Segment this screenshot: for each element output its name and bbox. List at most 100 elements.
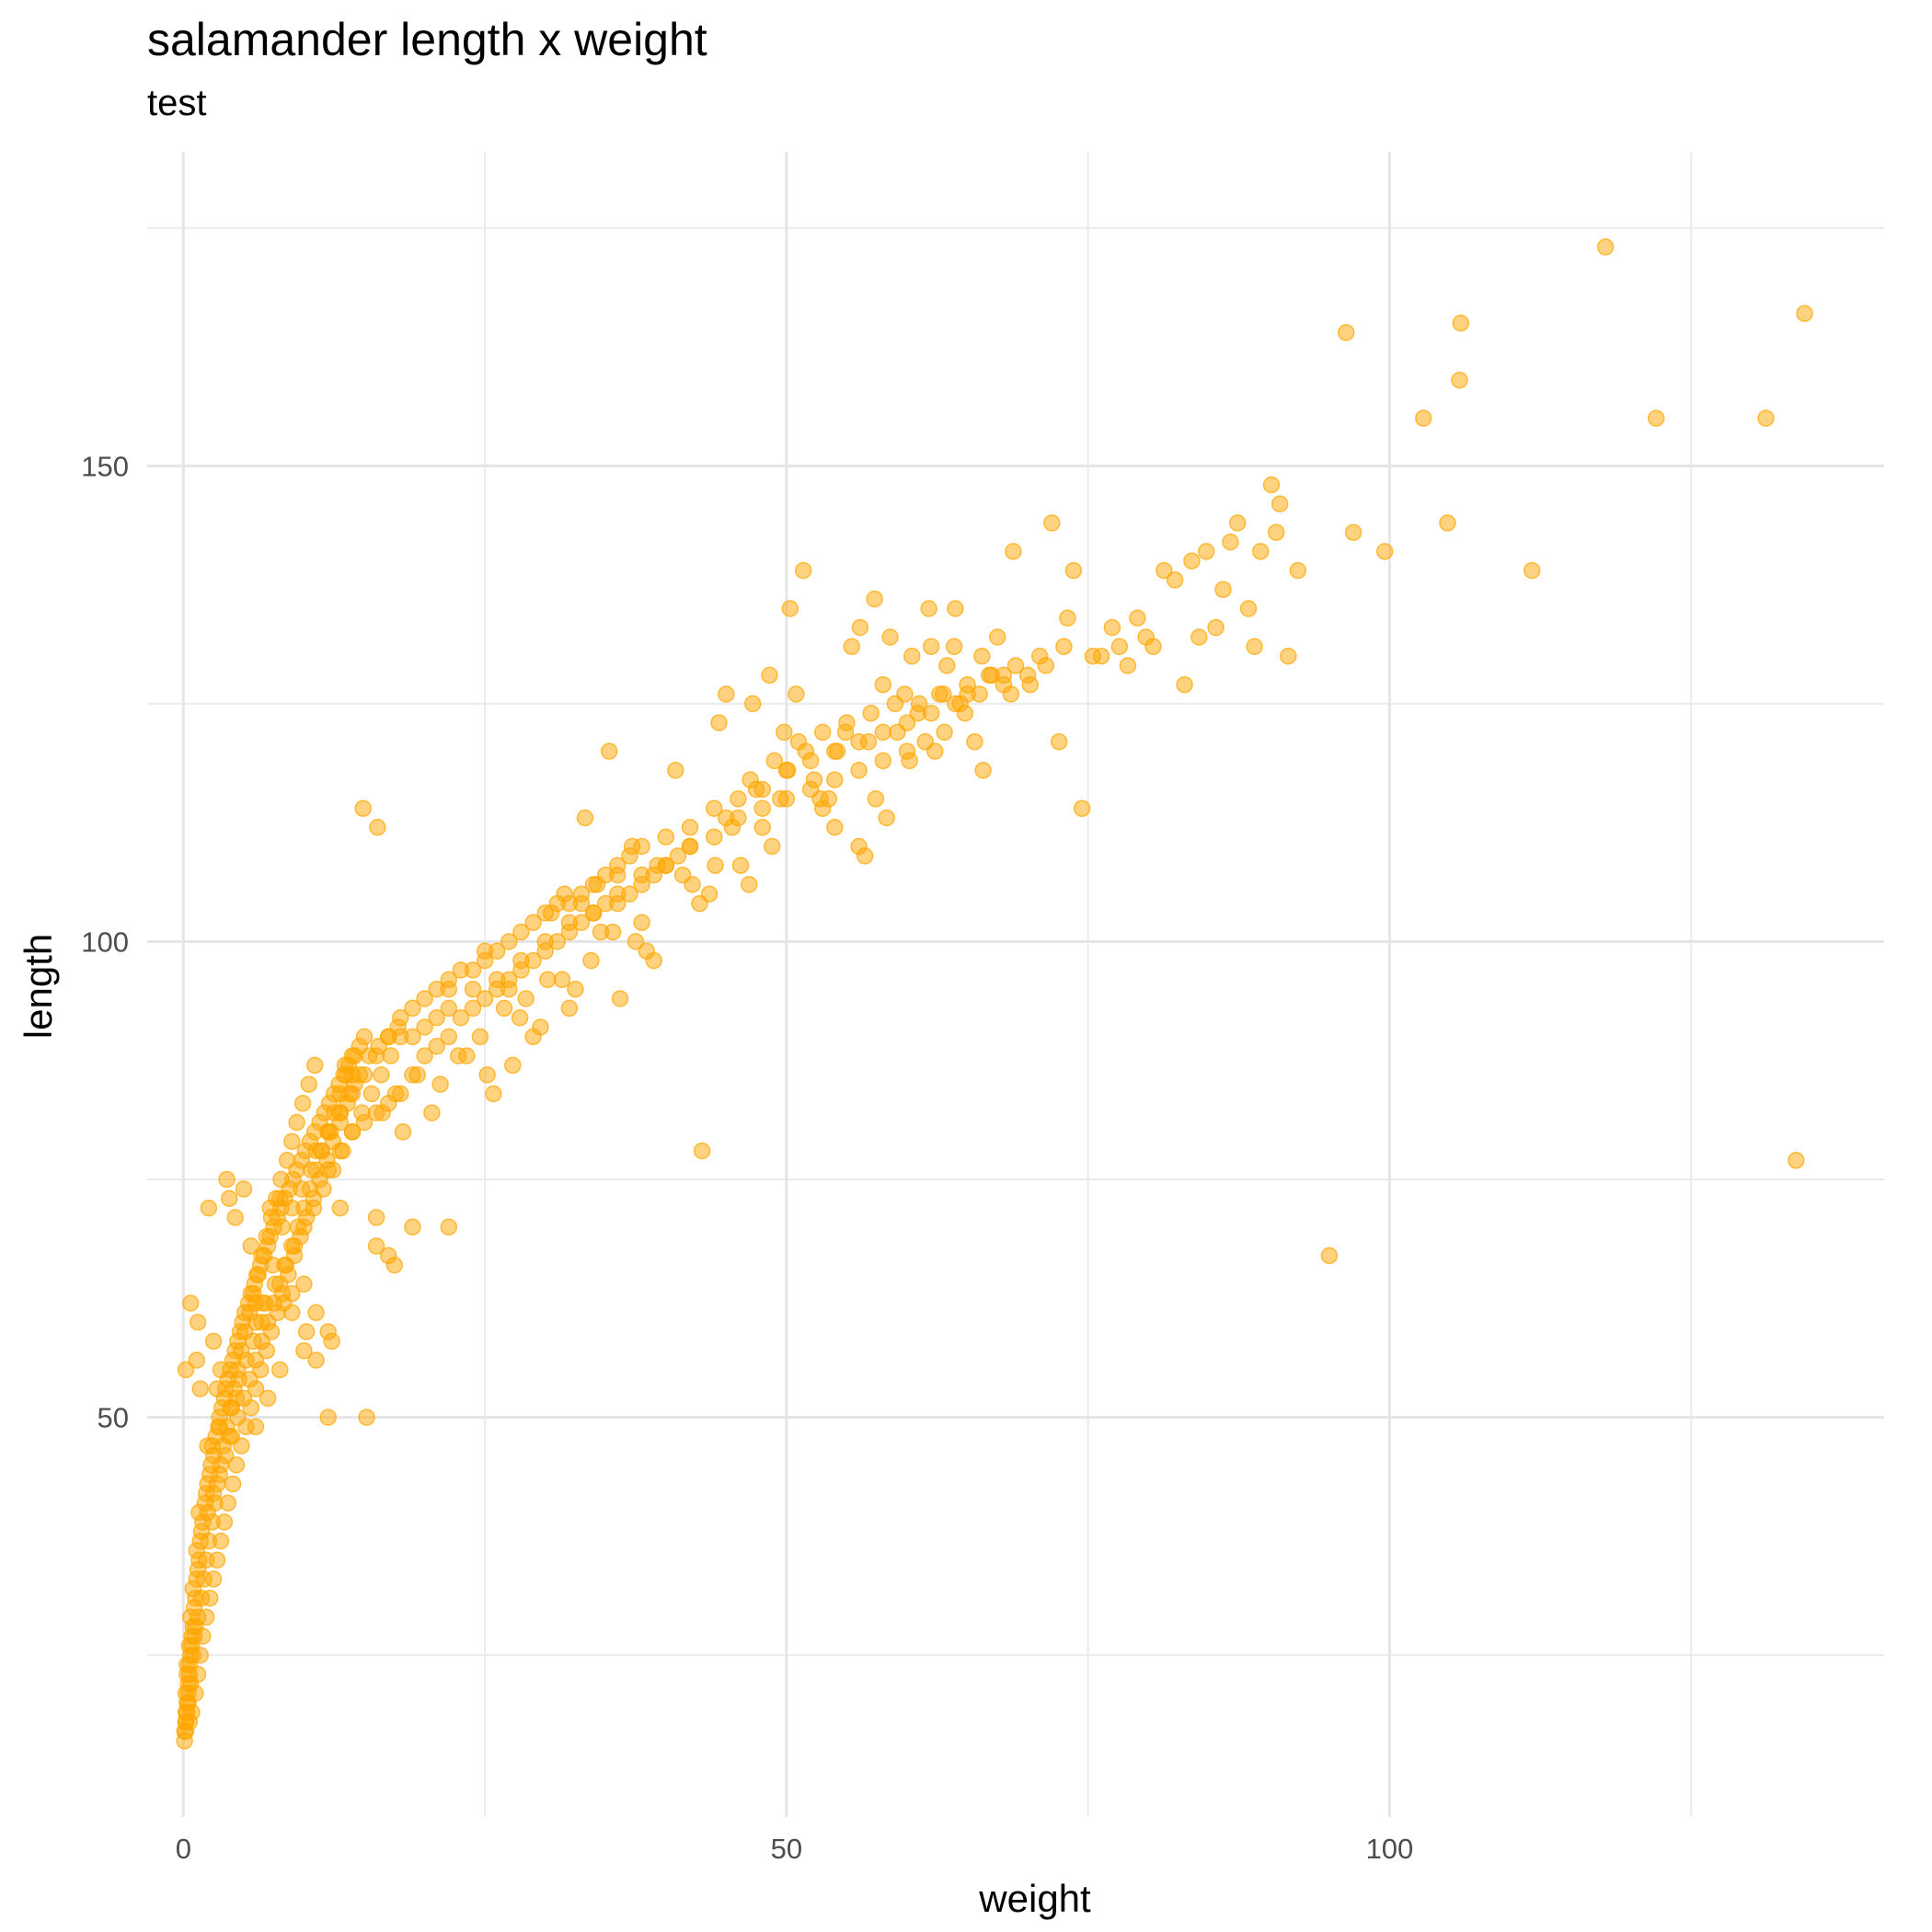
data-point (966, 733, 983, 751)
data-point (874, 723, 892, 742)
data-point (288, 1113, 305, 1132)
data-point (567, 980, 584, 998)
data-point (584, 904, 603, 922)
data-point (667, 762, 684, 779)
data-point (331, 1142, 350, 1160)
data-point (226, 1209, 244, 1226)
chart-subtitle: test (147, 83, 207, 123)
data-point (761, 666, 778, 684)
data-point (285, 1237, 304, 1255)
data-point (471, 1028, 489, 1046)
data-point (1119, 657, 1137, 674)
data-point (307, 1142, 325, 1160)
data-point (300, 1075, 317, 1093)
data-point (404, 1028, 421, 1046)
data-point (485, 1085, 502, 1103)
data-point (212, 1532, 230, 1550)
data-point (866, 590, 883, 608)
data-point (922, 638, 940, 656)
data-point (959, 685, 976, 703)
data-point (394, 1123, 412, 1141)
data-point (539, 971, 557, 989)
data-point (343, 1066, 362, 1084)
data-point (392, 1008, 409, 1027)
data-point (1344, 523, 1363, 541)
data-point (843, 638, 860, 656)
data-point (778, 762, 797, 779)
data-point (331, 1199, 350, 1217)
data-point (974, 762, 992, 779)
data-point (765, 752, 784, 770)
data-point (723, 819, 742, 836)
data-point (753, 819, 771, 836)
data-point (295, 1341, 313, 1360)
data-point (440, 1218, 458, 1236)
data-point (856, 847, 874, 865)
data-point (478, 1066, 496, 1084)
data-point (772, 790, 789, 808)
data-point (270, 1361, 289, 1379)
data-point (945, 638, 963, 656)
data-point (851, 618, 869, 637)
data-point (576, 809, 594, 827)
data-point (211, 1418, 228, 1436)
data-point (753, 799, 771, 817)
data-point (242, 1237, 260, 1255)
data-point (1005, 543, 1022, 560)
data-point (219, 1494, 237, 1512)
data-point (245, 1332, 262, 1351)
y-tick-label: 50 (98, 1402, 129, 1434)
data-point (936, 723, 953, 742)
data-point (208, 1551, 226, 1569)
data-point (1228, 514, 1247, 532)
data-point (295, 1275, 313, 1294)
data-point (512, 951, 530, 970)
data-point (859, 733, 878, 751)
data-point (989, 628, 1006, 646)
data-point (204, 1570, 223, 1588)
data-point (319, 1123, 337, 1141)
data-point (850, 762, 868, 779)
data-point (305, 1056, 324, 1075)
data-point (1021, 675, 1039, 694)
data-point (212, 1361, 230, 1379)
data-point (319, 1161, 337, 1179)
data-point (431, 1075, 449, 1093)
data-point (813, 723, 832, 742)
data-point (938, 657, 956, 674)
data-point (224, 1475, 242, 1493)
data-point (980, 666, 998, 684)
data-point (862, 704, 880, 722)
data-point (1439, 514, 1456, 532)
data-point (542, 904, 560, 922)
data-point (386, 1085, 405, 1103)
data-point (1267, 523, 1285, 541)
grid (147, 152, 1884, 1817)
chart-title: salamander length x weight (147, 14, 707, 65)
data-point (874, 675, 892, 694)
data-point (373, 1066, 390, 1084)
x-tick-label: 100 (1366, 1833, 1414, 1865)
data-point (638, 942, 656, 960)
data-point (1289, 561, 1307, 580)
data-point (404, 999, 421, 1018)
data-point (1337, 324, 1355, 341)
data-point (264, 1256, 282, 1274)
data-point (258, 1227, 276, 1246)
data-point (1320, 1247, 1339, 1265)
data-point (1414, 409, 1432, 427)
data-point (197, 1608, 215, 1627)
data-point (947, 600, 964, 617)
data-point (194, 1627, 212, 1645)
data-point (740, 876, 758, 893)
data-point (440, 999, 458, 1018)
data-point (253, 1313, 270, 1331)
data-point (458, 1047, 476, 1064)
data-point (181, 1294, 200, 1312)
data-point (874, 752, 892, 770)
data-point (517, 990, 535, 1007)
data-point (1190, 628, 1208, 646)
data-point (1037, 657, 1055, 674)
data-point (657, 828, 675, 845)
